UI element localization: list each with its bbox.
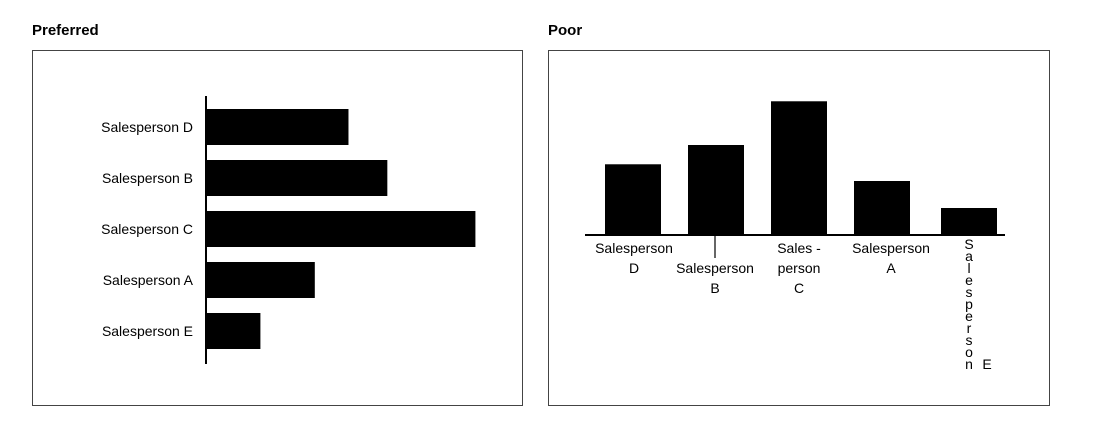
category-label-letter: l [967,260,970,276]
category-label-letter: s [966,332,973,348]
category-label-letter: a [965,248,973,264]
category-label-4: Salesperson E [102,323,193,339]
poor-panel: Salesperson D Salesperson B Sales - person C Sa… [548,50,1050,406]
category-label-part: person [778,260,821,276]
bar-4 [941,208,997,235]
category-label-part: B [710,280,719,296]
category-label-2: Salesperson C [101,221,193,237]
category-label-letter: e [965,308,973,324]
category-label-part: A [886,260,896,276]
category-label-letter: e [965,272,973,288]
bar-0 [605,164,661,235]
preferred-chart: Salesperson D Salesperson B Salesperson C S… [101,96,476,364]
category-label-1: Salesperson B [676,260,754,296]
category-label-3: Salesperson A [852,240,930,276]
bar-2 [771,101,827,236]
category-label-0: Salesperson D [101,119,193,135]
bar-1 [688,145,744,235]
category-label-2: Sales - person C [777,240,821,296]
category-label-0: Salesperson D [595,240,673,276]
bar-2 [206,211,476,247]
bar-3 [206,262,315,298]
category-label-1: Salesperson B [102,170,193,186]
bar-1 [206,160,388,196]
category-label-part: Sales - [777,240,821,256]
category-label-letter: p [965,296,973,312]
category-label-3: Salesperson A [103,272,194,288]
category-label-letter: E [982,356,991,372]
category-label-letter: s [966,284,973,300]
category-label-part: D [629,260,639,276]
bar-3 [854,181,910,235]
category-label-part: Salesperson [595,240,673,256]
preferred-title: Preferred [32,22,99,39]
category-label-letter: S [964,236,973,252]
poor-title: Poor [548,22,583,39]
category-label-part: Salesperson [676,260,754,276]
bar-4 [206,313,261,349]
category-label-letter: n [965,356,973,372]
category-label-letter: o [965,344,973,360]
category-label-part: Salesperson [852,240,930,256]
preferred-panel: Salesperson D Salesperson B Salesperson C S… [32,50,523,406]
category-label-part: C [794,280,804,296]
category-label-letter: r [967,320,972,336]
bar-0 [206,109,349,145]
category-label-4: Salesperson E [964,236,991,372]
